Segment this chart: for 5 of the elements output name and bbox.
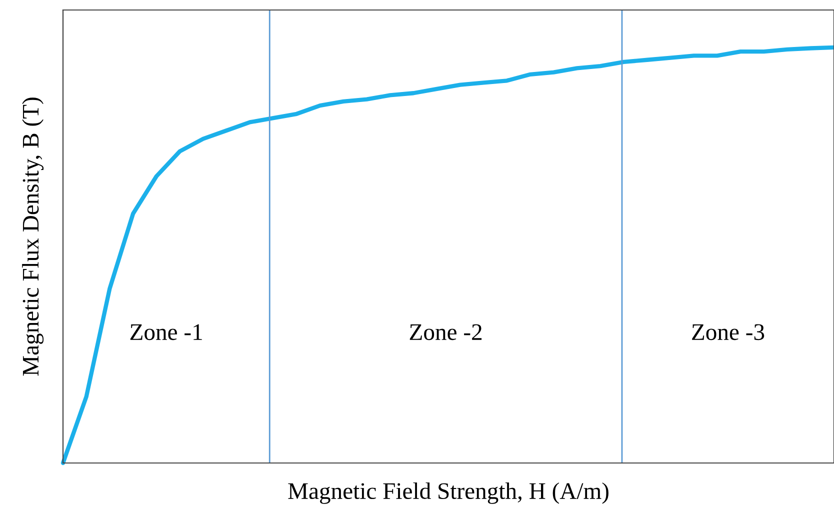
annotation: Zone -1 — [130, 324, 202, 340]
y-axis-title: Magnetic Flux Density, B (T) — [22, 98, 44, 376]
annotation: Zone -3 — [692, 324, 764, 340]
x-axis-title: Magnetic Field Strength, H (A/m) — [288, 482, 608, 504]
annotation: Zone -2 — [410, 324, 482, 340]
